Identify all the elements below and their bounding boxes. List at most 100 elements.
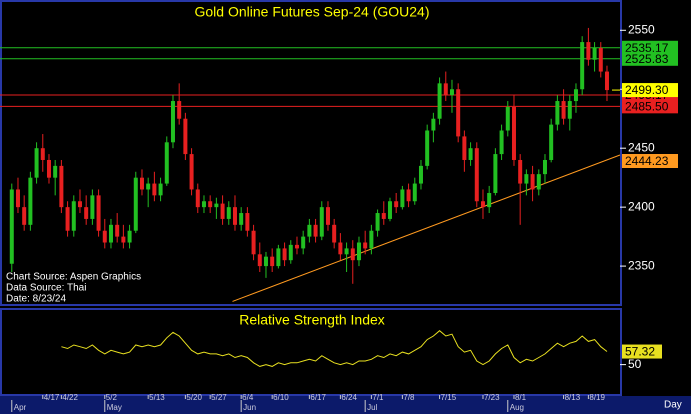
candle-body <box>152 183 157 196</box>
candle-body <box>90 195 95 219</box>
candle-body <box>288 244 293 261</box>
candle-body <box>257 254 262 267</box>
candle-body <box>127 230 132 243</box>
month-tick-label: Aug <box>510 403 524 412</box>
candle-body <box>9 189 14 264</box>
price-label: 2525.83 <box>625 52 669 66</box>
candle-body <box>456 89 461 137</box>
x-tick-label: 8/13 <box>565 393 581 402</box>
x-tick-label: 7/8 <box>403 393 415 402</box>
candle-body <box>604 71 609 91</box>
x-tick-label: 6/10 <box>273 393 289 402</box>
price-label: 2444.23 <box>625 154 669 168</box>
candle-body <box>214 203 219 208</box>
candle-body <box>412 183 417 202</box>
rsi-title: Relative Strength Index <box>239 312 385 328</box>
candle-body <box>418 165 423 184</box>
price-label: 2535.17 <box>625 41 669 55</box>
x-tick-label: 6/4 <box>242 393 254 402</box>
month-tick-label: Jul <box>367 403 377 412</box>
candle-body <box>499 130 504 155</box>
x-tick-label: 6/17 <box>310 393 326 402</box>
candle-body <box>505 106 510 131</box>
candle-body <box>53 165 58 178</box>
x-tick-label: 8/19 <box>589 393 605 402</box>
candle-body <box>282 248 287 261</box>
candle-body <box>164 142 169 184</box>
candle-body <box>394 201 399 208</box>
y-tick-label: 50 <box>628 357 642 371</box>
x-tick-label: 5/2 <box>106 393 118 402</box>
candle-body <box>301 236 306 249</box>
rsi-label: 57.32 <box>625 345 655 359</box>
candle-body <box>46 159 51 178</box>
candle-body <box>22 207 27 225</box>
candle-body <box>524 174 529 184</box>
candle-body <box>84 207 89 219</box>
x-tick-label: 6/24 <box>341 393 357 402</box>
candle-body <box>28 177 33 225</box>
x-tick-label: 5/13 <box>149 393 165 402</box>
price-label: 2485.50 <box>625 100 669 114</box>
candle-body <box>146 183 151 190</box>
x-tick-label: 7/1 <box>372 393 384 402</box>
candle-body <box>387 201 392 219</box>
candle-body <box>381 213 386 219</box>
x-tick-label: 7/15 <box>441 393 457 402</box>
x-tick-label: 7/23 <box>484 393 500 402</box>
y-tick-label: 2550 <box>628 22 655 36</box>
price-label-box <box>622 99 678 114</box>
candle-body <box>425 130 430 166</box>
price-label-box <box>622 83 678 98</box>
candle-body <box>561 101 566 119</box>
price-label: 2499.30 <box>625 83 669 97</box>
candle-body <box>573 89 578 102</box>
candle-body <box>406 189 411 202</box>
candle-body <box>208 201 213 208</box>
candle-body <box>592 47 597 60</box>
month-tick-label: Jun <box>243 403 256 412</box>
candle-body <box>59 165 64 208</box>
source-note: Date: 8/23/24 <box>6 294 66 305</box>
chart-title: Gold Online Futures Sep-24 (GOU24) <box>195 4 430 20</box>
candle-body <box>177 101 182 119</box>
candle-body <box>263 256 268 267</box>
candle-body <box>220 203 225 219</box>
x-tick-label: 8/1 <box>515 393 527 402</box>
price-label-box <box>622 51 678 66</box>
candle-body <box>344 248 349 255</box>
candle-body <box>270 256 275 267</box>
candle-body <box>518 159 523 184</box>
candle-body <box>276 248 281 267</box>
candle-body <box>549 124 554 160</box>
rsi-panel-frame <box>0 308 622 396</box>
candle-body <box>65 207 70 231</box>
candle-body <box>170 101 175 143</box>
candle-body <box>34 148 39 178</box>
x-tick-label: 4/22 <box>62 393 78 402</box>
candle-body <box>493 154 498 193</box>
date-axis-band <box>0 396 691 414</box>
y-tick-label: 2400 <box>628 199 655 213</box>
candle-body <box>536 174 541 190</box>
candle-body <box>77 201 82 208</box>
x-tick-label: 5/27 <box>211 393 227 402</box>
candle-body <box>251 230 256 255</box>
y-tick-label: 2450 <box>628 140 655 154</box>
month-tick-label: Apr <box>14 403 27 412</box>
candle-body <box>375 213 380 231</box>
rsi-label-box <box>622 344 662 359</box>
candle-body <box>133 177 138 231</box>
candle-body <box>530 174 535 190</box>
candle-body <box>369 230 374 249</box>
price-panel-frame <box>0 0 622 306</box>
candle-body <box>201 201 206 208</box>
source-note: Chart Source: Aspen Graphics <box>6 272 141 283</box>
x-tick-label: 4/17 <box>44 393 60 402</box>
candle-body <box>115 224 120 237</box>
candle-body <box>108 224 113 243</box>
candle-body <box>195 189 200 208</box>
x-axis-label: Day <box>664 400 682 411</box>
